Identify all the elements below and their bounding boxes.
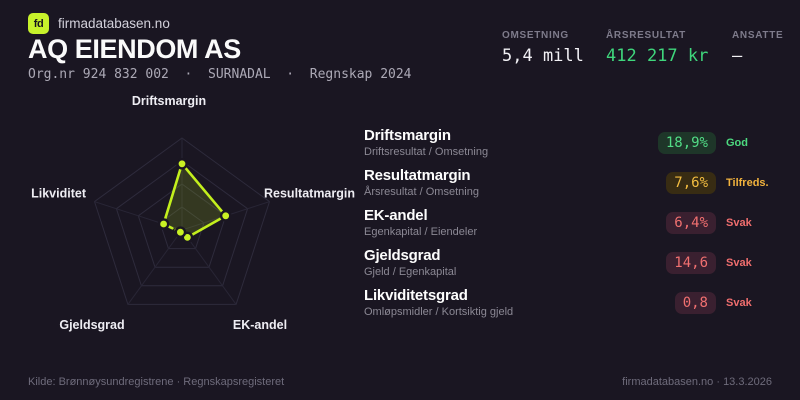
metric-name: Resultatmargin [364,167,471,184]
radar-shape-group [162,162,227,239]
stat-label: ÅRSRESULTAT [606,30,686,41]
metric-value-badge: 18,9% [657,132,716,154]
radar-grid-ring [115,160,249,287]
metric-row: Likviditetsgrad Omløpsmidler / Kortsiktig… [364,283,772,323]
metric-text: Resultatmargin Årsresultat / Omsetning [364,167,479,199]
radar-axis-spoke [127,229,183,305]
metric-value-group: 18,9% God [657,132,772,154]
metric-row: EK-andel Egenkapital / Eiendeler 6,4% Svak [364,203,772,243]
metric-rating-label: Svak [726,297,752,309]
footer-source: Kilde: Brønnøysundregistrene · Regnskaps… [28,376,285,388]
radar-dots [157,158,232,244]
radar-axis-label-driftsmargin: Driftsmargin [132,94,206,108]
brand: fd firmadatabasen.no [28,13,170,34]
metric-formula: Gjeld / Egenkapital [364,266,457,278]
metric-rating-label: God [726,137,748,149]
radar-axis-label-ek-andel: EK-andel [233,318,287,332]
radar-data-point [176,158,188,170]
radar-grid-ring [93,137,271,305]
metric-text: Driftsmargin Driftsresultat / Omsetning [364,127,488,159]
radar-data-edge [162,162,184,226]
metric-name: Likviditetsgrad [364,287,468,304]
metric-name: Driftsmargin [364,127,451,144]
metric-text: Gjeldsgrad Gjeld / Egenkapital [364,247,456,279]
metric-row: Gjeldsgrad Gjeld / Egenkapital 14,6 Svak [364,243,772,283]
radar-grid-ring [137,183,227,268]
company-subtitle: Org.nr 924 832 002 · SURNADAL · Regnskap… [28,67,412,82]
stat-arsresultat: ÅRSRESULTAT 412 217 kr [606,30,708,66]
metric-text: EK-andel Egenkapital / Eiendeler [364,207,477,239]
firmadatabasen-logo-icon: fd [28,13,49,34]
metric-name: Gjeldsgrad [364,247,441,264]
radar-axis-spoke [181,229,237,305]
metric-formula: Egenkapital / Eiendeler [364,226,478,238]
radar-data-area [163,163,226,238]
metric-value-group: 6,4% Svak [666,212,772,234]
metric-row: Resultatmargin Årsresultat / Omsetning 7,6… [364,163,772,203]
stat-label: OMSETNING [502,30,569,41]
radar-axis-label-likviditet: Likviditet [31,187,87,201]
stat-ansatte: ANSATTE – [732,30,783,66]
radar-data-point [157,218,170,230]
metric-value-badge: 0,8 [674,292,716,314]
radar-data-point [219,210,232,222]
metric-value-badge: 6,4% [666,212,716,234]
metric-formula: Driftsresultat / Omsetning [364,146,489,158]
metric-row: Driftsmargin Driftsresultat / Omsetning 18… [364,123,772,163]
radar-data-point [174,226,187,238]
metric-rating-label: Svak [726,217,752,229]
stat-value: 5,4 mill [502,46,584,66]
metric-name: EK-andel [364,207,428,224]
metrics-panel: Driftsmargin Driftsresultat / Omsetning 18… [364,123,772,323]
metric-rating-label: Svak [726,257,752,269]
metric-value-group: 7,6% Tilfreds. [666,172,772,194]
metric-value-group: 14,6 Svak [666,252,772,274]
radar-axis-label-gjeldsgrad: Gjeldsgrad [59,318,124,332]
brand-site-name: firmadatabasen.no [58,16,170,31]
metric-rating-label: Tilfreds. [726,177,769,189]
stat-value: 412 217 kr [606,46,709,66]
stat-label: ANSATTE [732,30,784,41]
radar-data-edge [186,214,227,239]
radar-chart: Driftsmargin Resultatmargin EK-andel Gje… [31,94,355,332]
metric-formula: Årsresultat / Omsetning [364,186,479,198]
metric-text: Likviditetsgrad Omløpsmidler / Kortsiktig… [364,287,513,319]
metric-formula: Omløpsmidler / Kortsiktig gjeld [364,306,514,318]
stat-value: – [732,46,743,66]
footer-site-date: firmadatabasen.no · 13.3.2026 [622,376,772,388]
page-title: AQ EIENDOM AS [28,34,241,64]
radar-data-edge [180,162,227,218]
stat-omsetning: OMSETNING 5,4 mill [502,30,584,66]
metric-value-badge: 14,6 [666,252,716,274]
radar-axis-label-resultatmargin: Resultatmargin [264,187,355,201]
metric-value-badge: 7,6% [666,172,716,194]
metric-value-group: 0,8 Svak [674,292,772,314]
